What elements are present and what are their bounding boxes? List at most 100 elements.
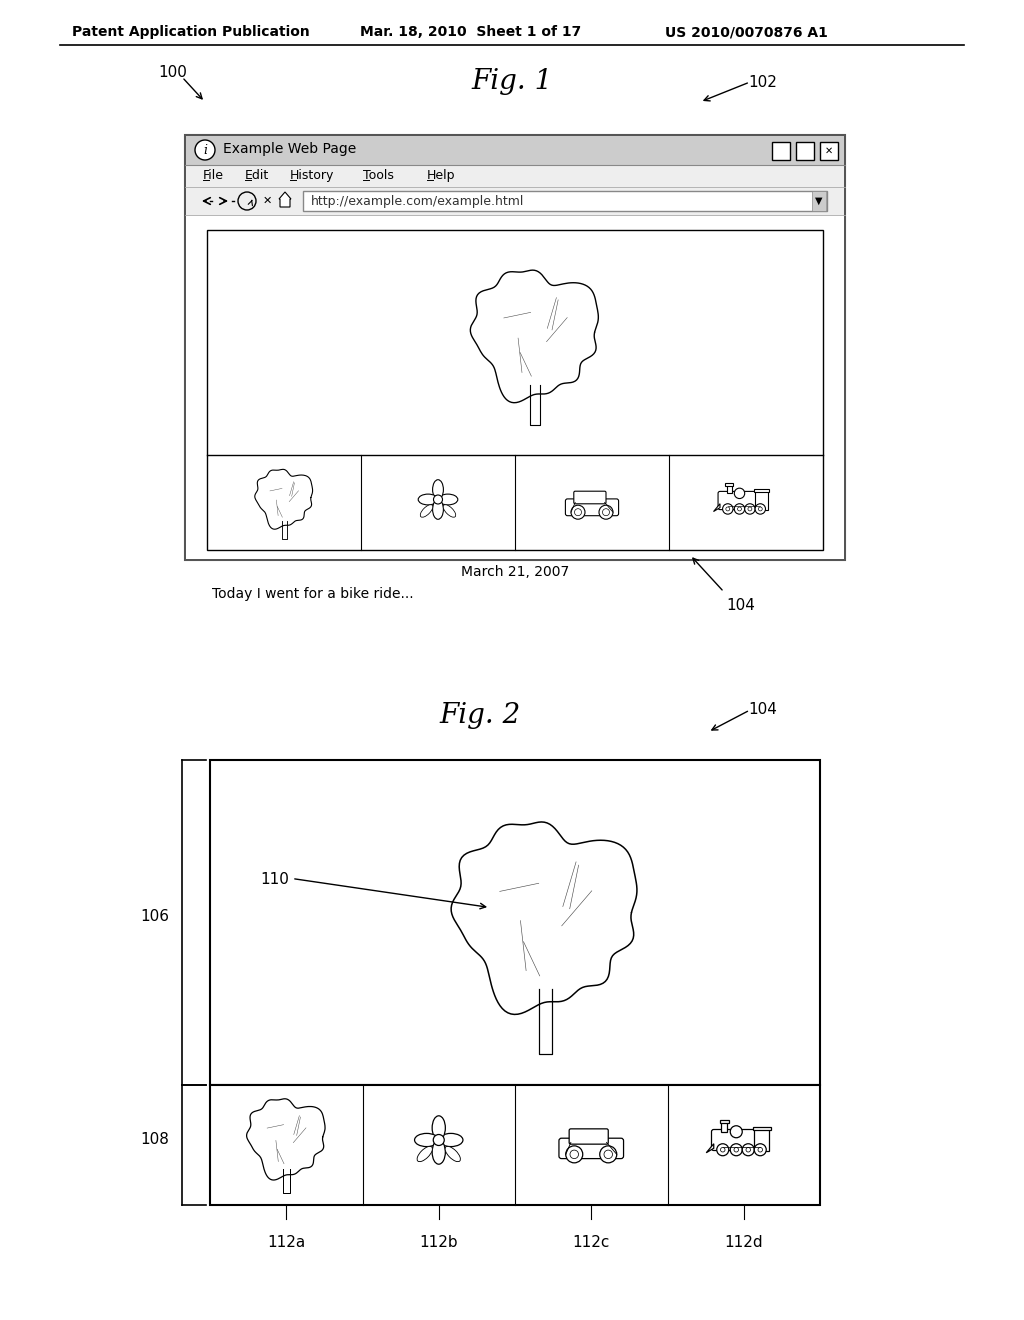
Circle shape xyxy=(755,504,766,515)
Bar xyxy=(755,491,768,511)
Text: ✕: ✕ xyxy=(825,147,834,156)
Bar xyxy=(210,1085,820,1205)
Text: 110: 110 xyxy=(260,873,289,887)
Circle shape xyxy=(744,504,755,515)
Text: 104: 104 xyxy=(748,702,777,717)
Circle shape xyxy=(195,140,215,160)
Text: Fig. 2: Fig. 2 xyxy=(439,702,520,729)
Ellipse shape xyxy=(417,1146,432,1162)
Bar xyxy=(753,1127,771,1130)
Bar xyxy=(721,1121,727,1131)
Circle shape xyxy=(746,1147,751,1152)
Text: US 2010/0070876 A1: US 2010/0070876 A1 xyxy=(665,25,827,40)
Circle shape xyxy=(565,1146,583,1163)
Text: i: i xyxy=(203,144,207,157)
Text: 112c: 112c xyxy=(572,1236,610,1250)
Circle shape xyxy=(570,1150,579,1159)
Circle shape xyxy=(759,507,762,511)
Polygon shape xyxy=(279,191,291,207)
Circle shape xyxy=(433,1134,444,1146)
Polygon shape xyxy=(714,504,720,512)
Circle shape xyxy=(730,1126,742,1138)
Circle shape xyxy=(723,504,733,515)
Bar xyxy=(755,1129,769,1151)
Text: 112d: 112d xyxy=(724,1236,763,1250)
FancyBboxPatch shape xyxy=(718,491,764,510)
Circle shape xyxy=(748,507,752,511)
Bar xyxy=(772,143,790,160)
Ellipse shape xyxy=(418,494,438,504)
Bar xyxy=(812,191,826,211)
Circle shape xyxy=(571,506,585,519)
Ellipse shape xyxy=(445,1146,461,1162)
FancyBboxPatch shape xyxy=(573,491,606,504)
Text: 112b: 112b xyxy=(420,1236,458,1250)
Text: 106: 106 xyxy=(140,909,169,924)
Text: ✕: ✕ xyxy=(262,195,271,206)
Ellipse shape xyxy=(415,1134,438,1147)
Ellipse shape xyxy=(438,1134,463,1147)
Text: 102: 102 xyxy=(748,75,777,90)
Text: Patent Application Publication: Patent Application Publication xyxy=(72,25,309,40)
Circle shape xyxy=(604,1150,612,1159)
Ellipse shape xyxy=(438,494,458,504)
Text: File: File xyxy=(203,169,224,182)
Circle shape xyxy=(602,508,609,516)
Ellipse shape xyxy=(443,504,456,517)
Bar xyxy=(186,136,844,165)
Circle shape xyxy=(755,1143,766,1156)
Text: 108: 108 xyxy=(140,1131,169,1147)
Text: Mar. 18, 2010  Sheet 1 of 17: Mar. 18, 2010 Sheet 1 of 17 xyxy=(360,25,582,40)
Bar xyxy=(185,135,845,560)
Bar xyxy=(186,215,844,558)
Circle shape xyxy=(721,1147,725,1152)
Text: History: History xyxy=(290,169,335,182)
Text: March 21, 2007: March 21, 2007 xyxy=(461,565,569,579)
Ellipse shape xyxy=(420,504,433,517)
Ellipse shape xyxy=(432,499,443,519)
Ellipse shape xyxy=(432,479,443,499)
Bar xyxy=(303,191,827,211)
Ellipse shape xyxy=(432,1115,445,1140)
Bar xyxy=(796,143,814,160)
FancyBboxPatch shape xyxy=(565,499,618,516)
Text: http://example.com/example.html: http://example.com/example.html xyxy=(311,195,524,209)
Bar xyxy=(186,187,844,215)
Text: Fig. 1: Fig. 1 xyxy=(471,69,553,95)
Ellipse shape xyxy=(432,1140,445,1164)
Text: Help: Help xyxy=(427,169,456,182)
FancyBboxPatch shape xyxy=(559,1138,624,1159)
Circle shape xyxy=(574,508,582,516)
Circle shape xyxy=(433,495,442,504)
Polygon shape xyxy=(707,1143,714,1152)
Text: Tools: Tools xyxy=(362,169,394,182)
Bar xyxy=(820,143,838,160)
Circle shape xyxy=(758,1147,763,1152)
Text: Example Web Page: Example Web Page xyxy=(223,143,356,156)
Text: 100: 100 xyxy=(158,65,186,81)
Bar xyxy=(754,490,769,492)
Text: Edit: Edit xyxy=(245,169,269,182)
Circle shape xyxy=(730,1143,742,1156)
Circle shape xyxy=(742,1143,755,1156)
Text: ▼: ▼ xyxy=(815,195,822,206)
Bar xyxy=(726,484,732,494)
Text: Today I went for a bike ride...: Today I went for a bike ride... xyxy=(212,587,414,601)
Bar xyxy=(210,760,820,1085)
Circle shape xyxy=(726,507,730,511)
Circle shape xyxy=(737,507,741,511)
Bar xyxy=(725,483,733,486)
Circle shape xyxy=(734,1147,738,1152)
Bar xyxy=(720,1119,729,1123)
Circle shape xyxy=(734,488,744,499)
Circle shape xyxy=(717,1143,729,1156)
FancyBboxPatch shape xyxy=(569,1129,608,1144)
Bar xyxy=(186,165,844,187)
FancyBboxPatch shape xyxy=(712,1130,765,1151)
Circle shape xyxy=(599,506,613,519)
Circle shape xyxy=(600,1146,616,1163)
Bar xyxy=(207,230,823,550)
Text: 112a: 112a xyxy=(267,1236,305,1250)
Text: 104: 104 xyxy=(726,598,755,612)
Circle shape xyxy=(734,504,744,515)
